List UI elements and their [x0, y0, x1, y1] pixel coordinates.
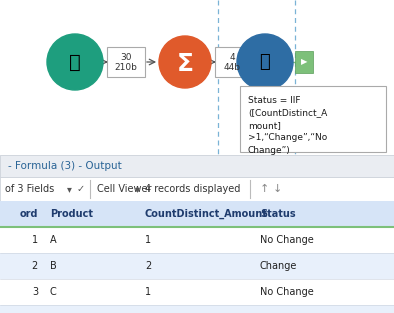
FancyBboxPatch shape: [107, 47, 145, 77]
Text: Change: Change: [260, 261, 297, 271]
FancyBboxPatch shape: [0, 279, 394, 305]
Text: 30: 30: [120, 53, 132, 61]
FancyBboxPatch shape: [215, 47, 249, 77]
Text: ↓: ↓: [273, 184, 282, 194]
Text: B: B: [50, 261, 57, 271]
Text: 🧪: 🧪: [260, 53, 270, 71]
FancyBboxPatch shape: [0, 201, 394, 227]
Text: 2: 2: [145, 261, 151, 271]
Text: CountDistinct_Amount: CountDistinct_Amount: [145, 209, 268, 219]
Text: Status = IIF
([CountDistinct_A
mount]
>1,“Change”,“No
Change”): Status = IIF ([CountDistinct_A mount] >1…: [248, 96, 327, 155]
Text: Product: Product: [50, 209, 93, 219]
FancyBboxPatch shape: [0, 0, 394, 155]
Circle shape: [159, 36, 211, 88]
FancyBboxPatch shape: [240, 86, 386, 152]
Text: No Change: No Change: [260, 287, 314, 297]
FancyBboxPatch shape: [295, 51, 313, 73]
FancyBboxPatch shape: [0, 227, 394, 253]
Text: ▾: ▾: [67, 184, 72, 194]
Text: ▾: ▾: [135, 184, 140, 194]
Text: - Formula (3) - Output: - Formula (3) - Output: [8, 161, 122, 171]
Text: ▶: ▶: [301, 58, 307, 66]
Text: 1: 1: [32, 235, 38, 245]
Circle shape: [237, 34, 293, 90]
Text: 📖: 📖: [69, 53, 81, 71]
Text: 44b: 44b: [223, 63, 240, 71]
FancyBboxPatch shape: [0, 155, 394, 177]
Text: Status: Status: [260, 209, 296, 219]
Text: ord: ord: [19, 209, 38, 219]
Text: 4 records displayed: 4 records displayed: [145, 184, 240, 194]
Text: 1: 1: [145, 287, 151, 297]
Text: of 3 Fields: of 3 Fields: [5, 184, 54, 194]
Text: ↑: ↑: [260, 184, 269, 194]
Text: 4: 4: [229, 53, 235, 61]
Text: 210b: 210b: [115, 63, 138, 71]
Text: C: C: [50, 287, 57, 297]
Text: 2: 2: [32, 261, 38, 271]
Text: 1: 1: [145, 235, 151, 245]
FancyBboxPatch shape: [0, 177, 394, 201]
Text: A: A: [50, 235, 57, 245]
Text: No Change: No Change: [260, 235, 314, 245]
Text: Cell Viewer: Cell Viewer: [97, 184, 152, 194]
FancyBboxPatch shape: [0, 253, 394, 279]
Text: ✓: ✓: [77, 184, 85, 194]
Text: Σ: Σ: [177, 52, 193, 76]
Circle shape: [47, 34, 103, 90]
FancyBboxPatch shape: [0, 305, 394, 313]
Text: 3: 3: [32, 287, 38, 297]
